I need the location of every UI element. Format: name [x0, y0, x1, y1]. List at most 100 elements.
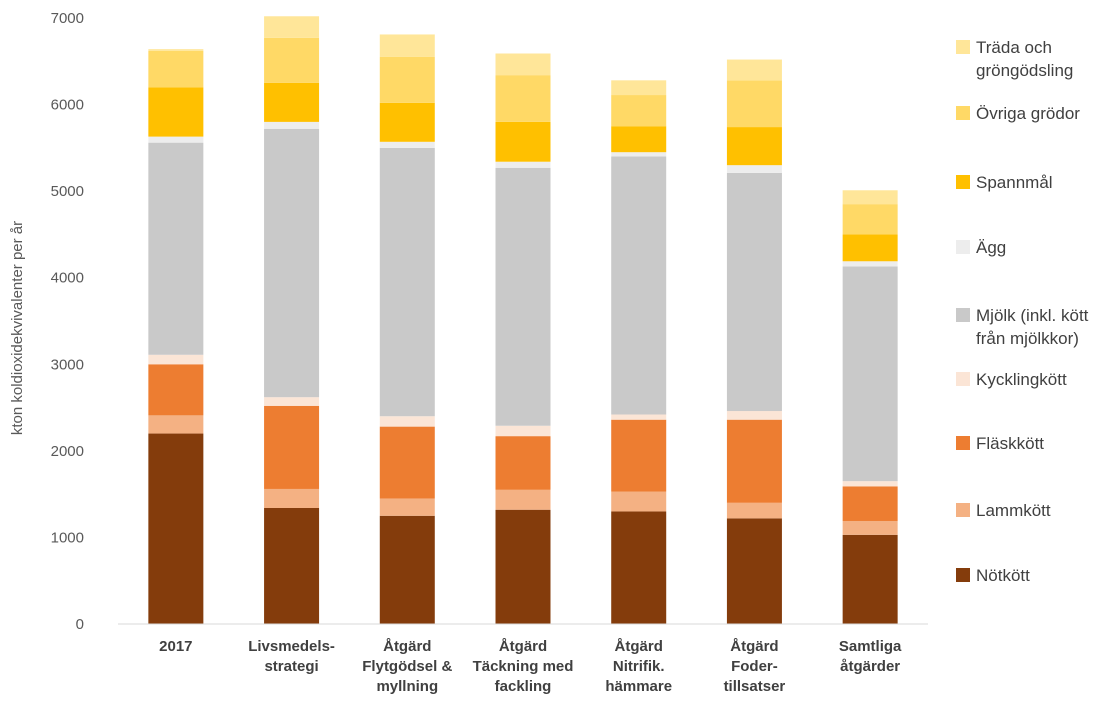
y-axis-ticks: 0 1000 2000 3000 4000 5000 6000 7000 [51, 10, 84, 633]
bar-segment [148, 354, 204, 365]
bar-segment [611, 126, 667, 153]
bar-segment [842, 266, 898, 482]
legend-label: Mjölk (inkl. kött från mjölkkor) [976, 306, 1089, 348]
legend-item: Övriga grödor [956, 104, 1080, 123]
bar-segment [842, 261, 898, 267]
bar-segment [611, 491, 667, 512]
legend-item: Lammkött [956, 501, 1051, 520]
legend-label: Övriga grödor [976, 104, 1080, 123]
x-tick-label: Åtgärd Foder-tillsatser [724, 638, 786, 695]
bar-segment [611, 95, 667, 127]
y-tick-label: 5000 [51, 183, 84, 200]
bar-segment [842, 520, 898, 535]
bar-segment [264, 16, 320, 38]
bar-segment [264, 128, 320, 398]
y-tick-label: 0 [76, 616, 84, 633]
y-axis-label-group: kton koldioxidekvivalenter per år [9, 221, 26, 435]
bar-segment [726, 518, 782, 624]
y-axis-label: kton koldioxidekvivalenter per år [9, 221, 26, 435]
legend-item: Mjölk (inkl. kött från mjölkkor) [956, 306, 1089, 348]
bar-segment [495, 167, 551, 426]
bar-segment [148, 433, 204, 624]
bar-segment [379, 34, 435, 57]
bar-segment [264, 507, 320, 624]
legend-swatch [956, 106, 970, 120]
legend-label: Kycklingkött [976, 370, 1067, 389]
legend-label: Träda och gröngödsling [976, 38, 1073, 80]
bar-stack [264, 16, 320, 624]
x-tick-label: Åtgärd Nitrifik. hämmare [605, 638, 672, 695]
bar-stack [611, 80, 667, 624]
x-tick-label: Åtgärd Flytgödsel & myllning [362, 638, 452, 695]
bar-segment [611, 419, 667, 492]
bar-segment [495, 436, 551, 490]
legend-swatch [956, 240, 970, 254]
bar-segment [379, 141, 435, 148]
bar-stack [842, 190, 898, 624]
legend-swatch [956, 503, 970, 517]
bar-segment [264, 488, 320, 508]
bar-segment [842, 486, 898, 521]
legend-item: Spannmål [956, 173, 1053, 192]
x-tick-label: Livsmedels-strategi [248, 638, 335, 675]
bar-segment [495, 53, 551, 76]
bar-stack [495, 53, 551, 624]
bar-segment [148, 87, 204, 137]
y-tick-label: 4000 [51, 270, 84, 287]
bar-segment [379, 416, 435, 427]
bar-segment [495, 509, 551, 624]
legend-label: Ägg [976, 238, 1006, 257]
legend-item: Nötkött [956, 566, 1030, 585]
y-tick-label: 6000 [51, 97, 84, 114]
y-tick-label: 1000 [51, 529, 84, 546]
bar-segment [148, 136, 204, 143]
y-tick-label: 3000 [51, 356, 84, 373]
bar-segment [264, 405, 320, 489]
bar-segment [379, 515, 435, 624]
bar-segment [726, 419, 782, 503]
legend-label: Lammkött [976, 501, 1051, 520]
bar-segment [726, 80, 782, 128]
bar-segment [495, 489, 551, 510]
bar-segment [264, 397, 320, 406]
bar-segment [495, 425, 551, 437]
x-tick-label: 2017 [159, 638, 192, 655]
bar-segment [842, 534, 898, 624]
bar-segment [842, 481, 898, 487]
bar-segment [495, 75, 551, 122]
bar-segment [148, 415, 204, 434]
bar-segment [842, 234, 898, 262]
legend-swatch [956, 436, 970, 450]
bar-segment [148, 142, 204, 355]
bar-segment [611, 152, 667, 157]
y-tick-label: 7000 [51, 10, 84, 27]
bar-segment [726, 127, 782, 166]
x-axis-labels: 2017 Livsmedels-strategi Åtgärd Flytgödsel … [159, 638, 902, 695]
bar-segment [148, 364, 204, 416]
bars [148, 16, 898, 624]
bar-segment [611, 80, 667, 96]
bar-stack [148, 49, 204, 624]
bar-segment [495, 121, 551, 162]
bar-segment [726, 59, 782, 81]
legend-swatch [956, 308, 970, 322]
legend-swatch [956, 568, 970, 582]
bar-segment [842, 204, 898, 235]
bar-segment [842, 190, 898, 205]
bar-segment [379, 102, 435, 142]
bar-segment [726, 411, 782, 420]
legend: Nötkött Lammkött Fläskkött Kycklingkött Mjöl… [956, 38, 1089, 585]
legend-swatch [956, 372, 970, 386]
bar-segment [726, 165, 782, 173]
legend-label: Fläskkött [976, 434, 1044, 453]
legend-item: Kycklingkött [956, 370, 1067, 389]
legend-label: Nötkött [976, 566, 1030, 585]
bar-segment [379, 498, 435, 516]
bar-segment [148, 49, 204, 51]
bar-segment [726, 502, 782, 519]
legend-label: Spannmål [976, 173, 1053, 192]
bar-segment [611, 511, 667, 624]
legend-swatch [956, 40, 970, 54]
legend-swatch [956, 175, 970, 189]
